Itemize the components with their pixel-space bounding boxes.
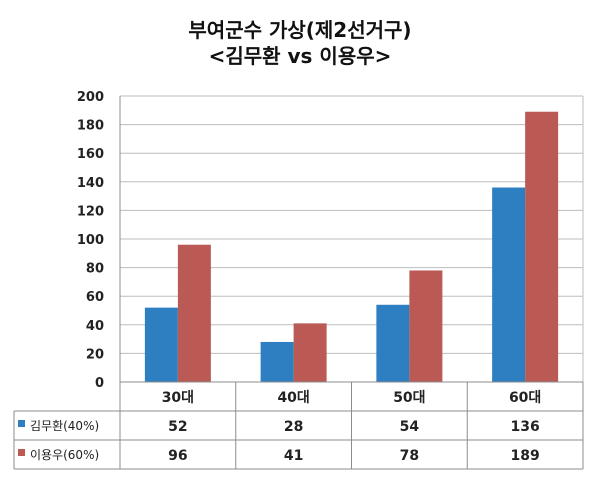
y-tick-label: 40 (86, 319, 104, 334)
bar-series2 (409, 270, 443, 382)
x-tick-label: 50대 (393, 390, 425, 406)
bar-series1 (376, 304, 410, 382)
bar-series1 (492, 187, 526, 382)
x-tick-label: 40대 (277, 390, 309, 406)
bar-series1 (260, 341, 294, 382)
data-label: 189 (511, 448, 540, 464)
data-label: 41 (284, 448, 303, 464)
y-tick-label: 100 (77, 233, 104, 248)
bar-series2 (177, 244, 211, 382)
data-label: 136 (511, 419, 540, 435)
chart-subtitle: <김무환 vs 이용우> (208, 44, 392, 68)
legend-swatch (18, 420, 25, 427)
data-label: 78 (400, 448, 419, 464)
x-tick-label: 30대 (162, 390, 194, 406)
legend-label: 김무환(40%) (30, 419, 99, 433)
y-tick-label: 200 (77, 90, 104, 105)
data-label: 96 (168, 448, 187, 464)
bar-series2 (525, 111, 559, 382)
y-tick-label: 0 (95, 376, 104, 391)
y-tick-label: 120 (77, 204, 104, 219)
y-tick-label: 160 (77, 147, 104, 162)
y-tick-label: 60 (86, 290, 104, 305)
y-tick-label: 20 (86, 347, 104, 362)
y-tick-label: 80 (86, 262, 104, 277)
chart-title: 부여군수 가상(제2선거구) (188, 18, 412, 42)
legend-swatch (18, 449, 25, 456)
legend-label: 이용우(60%) (30, 448, 99, 462)
bar-series1 (144, 307, 178, 382)
bar-series2 (293, 323, 327, 382)
x-tick-label: 60대 (509, 390, 541, 406)
data-label: 28 (284, 419, 303, 435)
data-label: 52 (168, 419, 187, 435)
data-label: 54 (400, 419, 420, 435)
y-tick-label: 180 (77, 119, 104, 134)
y-tick-label: 140 (77, 176, 104, 191)
